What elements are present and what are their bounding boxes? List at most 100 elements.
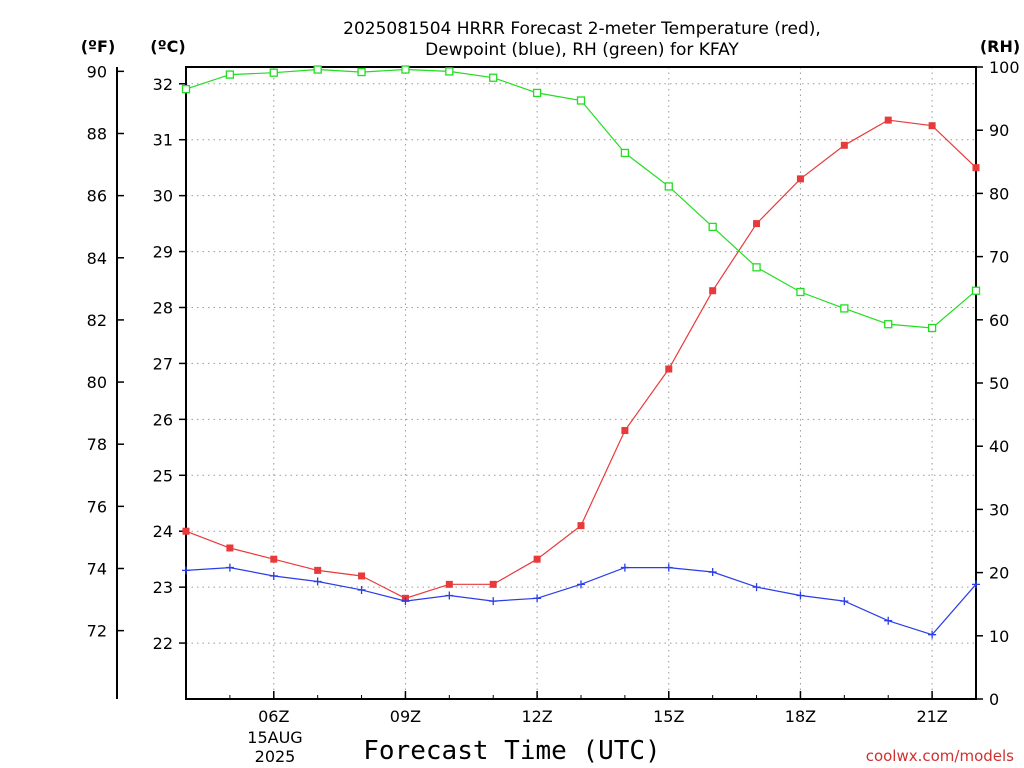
rh-point: [840, 304, 849, 313]
fahrenheit-unit-label: (ºF): [81, 37, 116, 56]
temperature-point: [577, 522, 585, 530]
fahrenheit-tick-label: 84: [87, 249, 107, 268]
rh-point: [489, 73, 498, 82]
dewpoint-point: [972, 580, 980, 589]
dewpoint-point: [752, 583, 761, 592]
fahrenheit-tick-label: 76: [87, 497, 107, 516]
data-series: [181, 65, 981, 639]
dewpoint-point: [489, 597, 498, 606]
fahrenheit-tick-label: 80: [87, 373, 107, 392]
temperature-point: [928, 122, 936, 130]
rh-point: [971, 286, 981, 295]
fahrenheit-tick-label: 78: [87, 435, 107, 454]
rh-tick-label: 100: [989, 58, 1020, 77]
temperature-point: [445, 580, 453, 588]
rh-tick-label: 60: [989, 311, 1009, 330]
rh-point: [532, 88, 542, 98]
fahrenheit-tick-label: 88: [87, 124, 107, 143]
dewpoint-point: [708, 568, 717, 577]
fahrenheit-tick-label: 74: [87, 559, 107, 578]
dewpoint-point: [313, 577, 322, 586]
x-tick-label: 06Z: [258, 707, 289, 726]
rh-tick-label: 10: [989, 627, 1009, 646]
rh-point: [181, 84, 191, 94]
rh-line: [185, 68, 977, 329]
dewpoint-line: [185, 566, 977, 636]
celsius-tick-label: 22: [153, 634, 173, 653]
fahrenheit-tick-label: 90: [87, 62, 107, 81]
rh-tick-label: 0: [989, 690, 999, 709]
celsius-tick-label: 28: [153, 298, 173, 317]
celsius-unit-label: (ºC): [150, 37, 185, 56]
chart-title-line2: Dewpoint (blue), RH (green) for KFAY: [425, 40, 739, 60]
celsius-tick-label: 27: [153, 354, 173, 373]
grid-lines: [186, 67, 976, 699]
temperature-point: [796, 175, 804, 183]
temperature-point: [621, 427, 629, 435]
rh-point: [620, 148, 630, 158]
temperature-point: [358, 572, 366, 580]
fahrenheit-tick-label: 86: [87, 187, 107, 206]
temperature-point: [884, 116, 892, 124]
rh-point: [752, 263, 761, 272]
date-label-day: 15AUG: [247, 728, 302, 747]
plot-frame: [185, 66, 977, 700]
temperature-point: [709, 287, 717, 295]
date-label-year: 2025: [255, 747, 296, 766]
celsius-tick-label: 24: [153, 522, 173, 541]
rh-point: [401, 65, 410, 74]
rh-point: [576, 96, 586, 105]
rh-point: [269, 68, 278, 77]
tick-labels: 06Z 09Z 12Z 15Z 18Z 21Z 22 23 24 25 26 27 28 29 30 31 32…: [87, 58, 1020, 726]
fahrenheit-tick-label: 82: [87, 311, 107, 330]
rh-point: [664, 182, 673, 191]
temperature-point: [753, 220, 761, 228]
dewpoint-point: [533, 594, 542, 603]
dewpoint-point: [928, 630, 937, 639]
temperature-point: [314, 566, 322, 574]
rh-tick-label: 50: [989, 374, 1009, 393]
dewpoint-point: [182, 566, 190, 575]
dewpoint-point: [269, 571, 278, 580]
dewpoint-point: [664, 563, 673, 572]
rh-tick-label: 90: [989, 121, 1009, 140]
rh-point: [445, 67, 454, 76]
x-tick-label: 21Z: [916, 707, 947, 726]
rh-tick-label: 20: [989, 564, 1009, 583]
rh-point: [796, 287, 805, 297]
x-tick-label: 09Z: [390, 707, 421, 726]
dewpoint-point: [225, 563, 234, 572]
dewpoint-point: [577, 580, 585, 589]
axes: [116, 66, 983, 700]
rh-point: [884, 320, 893, 329]
dewpoint-point: [445, 591, 454, 600]
temperature-point: [665, 365, 673, 373]
rh-point: [708, 222, 717, 232]
dewpoint-point: [796, 591, 805, 600]
x-tick-label: 15Z: [653, 707, 684, 726]
rh-tick-label: 40: [989, 437, 1009, 456]
temperature-point: [533, 555, 541, 563]
celsius-tick-label: 25: [153, 466, 173, 485]
temperature-point: [489, 580, 497, 588]
celsius-tick-label: 29: [153, 243, 173, 262]
dewpoint-point: [401, 597, 410, 606]
dewpoint-point: [840, 597, 849, 606]
celsius-tick-label: 30: [153, 187, 173, 206]
rh-tick-label: 80: [989, 184, 1009, 203]
rh-point: [357, 67, 366, 77]
temperature-point: [226, 544, 234, 552]
fahrenheit-tick-label: 72: [87, 622, 107, 641]
celsius-tick-label: 26: [153, 410, 173, 429]
temperature-point: [182, 527, 190, 535]
chart-title-line1: 2025081504 HRRR Forecast 2-meter Tempera…: [343, 19, 821, 39]
rh-point: [313, 65, 322, 74]
temperature-point: [270, 555, 278, 563]
dewpoint-point: [357, 585, 366, 594]
credit-label: coolwx.com/models: [866, 747, 1014, 765]
rh-tick-label: 70: [989, 248, 1009, 267]
rh-point: [225, 70, 235, 79]
x-tick-label: 12Z: [521, 707, 552, 726]
x-axis-label: Forecast Time (UTC): [363, 736, 660, 766]
